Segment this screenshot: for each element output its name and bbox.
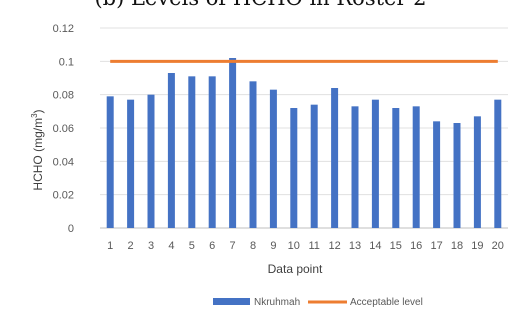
bar bbox=[290, 108, 298, 228]
chart-title: (b) Levels of HCHO in Roster 2 bbox=[0, 0, 521, 10]
bar bbox=[269, 89, 277, 229]
y-axis-title-suffix: ) bbox=[31, 109, 45, 113]
x-axis-ticks: 1 2 3 4 5 6 7 8 9 10 11 12 13 14 15 16 17 18 19 20 bbox=[107, 240, 504, 252]
bar bbox=[147, 94, 155, 229]
bar bbox=[188, 76, 196, 228]
bar bbox=[249, 81, 257, 228]
y-axis-ticks: 0 0.02 0.04 0.06 0.08 0.1 0.12 bbox=[53, 23, 74, 235]
y-tick-label: 0.08 bbox=[53, 90, 74, 102]
bar bbox=[392, 108, 400, 228]
bar bbox=[167, 73, 175, 228]
bar bbox=[106, 96, 114, 228]
bar bbox=[351, 106, 359, 228]
x-tick-label: 5 bbox=[189, 240, 195, 252]
y-axis-title-superscript: 3 bbox=[30, 113, 39, 118]
y-axis-title-main: HCHO (mg/m bbox=[31, 118, 45, 191]
legend: Nkruhmah Acceptable level bbox=[213, 297, 423, 308]
x-tick-label: 20 bbox=[492, 240, 504, 252]
x-tick-label: 7 bbox=[230, 240, 236, 252]
x-tick-label: 18 bbox=[451, 240, 463, 252]
x-tick-label: 6 bbox=[209, 240, 215, 252]
bar bbox=[371, 99, 379, 229]
x-tick-label: 12 bbox=[328, 240, 340, 252]
x-tick-label: 10 bbox=[288, 240, 300, 252]
bar-series bbox=[106, 58, 502, 229]
x-axis-title: Data point bbox=[268, 262, 323, 276]
bar bbox=[494, 99, 502, 229]
bar bbox=[473, 116, 481, 228]
legend-label-nkruhmah: Nkruhmah bbox=[254, 297, 300, 308]
bar bbox=[331, 88, 339, 228]
y-tick-label: 0.04 bbox=[53, 156, 74, 168]
legend-swatch-nkruhmah bbox=[213, 298, 250, 305]
gridlines bbox=[100, 27, 508, 229]
x-tick-label: 19 bbox=[471, 240, 483, 252]
bar bbox=[208, 76, 216, 228]
x-tick-label: 13 bbox=[349, 240, 361, 252]
x-tick-label: 14 bbox=[369, 240, 381, 252]
x-tick-label: 16 bbox=[410, 240, 422, 252]
x-tick-label: 17 bbox=[430, 240, 442, 252]
bar bbox=[127, 99, 135, 229]
x-tick-label: 8 bbox=[250, 240, 256, 252]
x-tick-label: 11 bbox=[308, 240, 319, 252]
bar bbox=[229, 58, 237, 228]
bar bbox=[310, 104, 318, 228]
y-tick-label: 0.06 bbox=[53, 123, 74, 135]
x-tick-label: 1 bbox=[107, 240, 113, 252]
x-tick-label: 9 bbox=[270, 240, 276, 252]
y-tick-label: 0.1 bbox=[59, 56, 74, 68]
x-tick-label: 2 bbox=[128, 240, 134, 252]
bar bbox=[412, 106, 420, 228]
legend-label-acceptable-level: Acceptable level bbox=[350, 297, 423, 308]
y-axis-title: HCHO (mg/m3) bbox=[30, 109, 45, 190]
x-tick-label: 3 bbox=[148, 240, 154, 252]
y-tick-label: 0.02 bbox=[53, 190, 74, 202]
y-tick-label: 0 bbox=[68, 223, 74, 235]
x-tick-label: 15 bbox=[390, 240, 402, 252]
bar bbox=[453, 123, 461, 228]
y-tick-label: 0.12 bbox=[53, 23, 74, 35]
x-tick-label: 4 bbox=[168, 240, 174, 252]
bar bbox=[433, 121, 441, 228]
